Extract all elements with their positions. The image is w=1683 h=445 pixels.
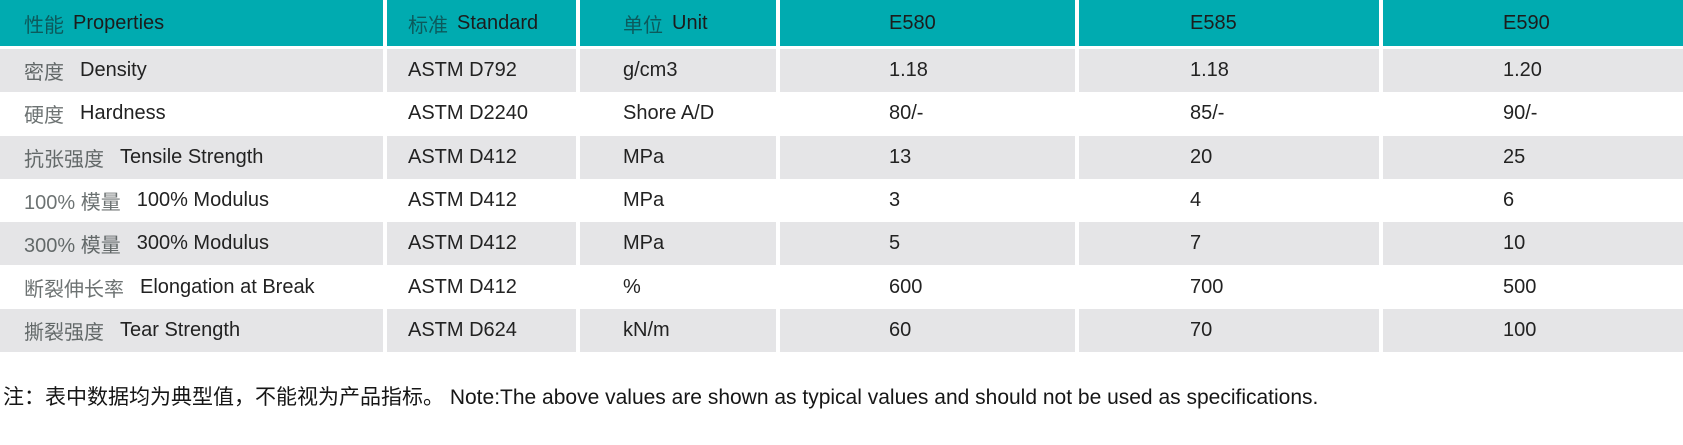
e580-value-cell: 5 [780, 222, 1079, 266]
property-cell: 抗张强度 Tensile Strength [0, 135, 387, 179]
footnote: 注：表中数据均为典型值，不能视为产品指标。 Note:The above val… [3, 386, 1319, 409]
header-cell-e590: E590 [1503, 11, 1550, 34]
e580-value-cell: 600 [780, 265, 1079, 309]
property-cell: 撕裂强度 Tear Strength [0, 308, 387, 353]
property-cn: 抗张强度 [24, 148, 104, 171]
property-cn: 断裂伸长率 [24, 278, 124, 301]
unit-cell: Shore A/D [580, 92, 780, 136]
header-cell-e585: E585 [1079, 0, 1383, 46]
unit-cell: MPa [580, 222, 780, 266]
header-standard-cn: 标准 [408, 14, 448, 37]
e585-value-cell: 1.18 [1079, 49, 1383, 93]
unit-cell: % [580, 265, 780, 309]
e590-value-cell: 100 [1503, 318, 1537, 341]
property-cell: 300% 模量 300% Modulus [0, 222, 387, 266]
unit-cell: MPa [580, 178, 780, 223]
unit-cell: kN/m [580, 308, 780, 353]
header-cell-standard: 标准 Standard [387, 0, 580, 46]
property-cell: 密度 Density [0, 49, 387, 93]
e580-value-cell: 1.18 [780, 49, 1079, 93]
table-row-300-modulus: 300% 模量 300% Modulus ASTM D412 MPa 5 7 1… [0, 222, 1683, 266]
table-row-elongation: 断裂伸长率 Elongation at Break ASTM D412 % 60… [0, 265, 1683, 309]
header-unit-en: Unit [672, 11, 708, 34]
property-en: Elongation at Break [140, 275, 315, 298]
property-en: 100% Modulus [136, 189, 270, 212]
property-en: Density [80, 59, 147, 82]
property-cn: 硬度 [24, 105, 64, 128]
e590-value-cell: 1.20 [1503, 59, 1542, 82]
standard-cell: ASTM D412 [387, 265, 580, 309]
table-row-density: 密度 Density ASTM D792 g/cm3 1.18 1.18 1.2… [0, 49, 1683, 93]
header-standard-en: Standard [457, 11, 539, 34]
e580-value-cell: 60 [780, 308, 1079, 353]
e590-value-cell: 90/- [1503, 102, 1538, 125]
header-unit-cn: 单位 [623, 14, 663, 37]
e590-value-cell: 25 [1503, 145, 1526, 168]
e585-value-cell: 700 [1079, 265, 1383, 309]
properties-table: 性能 Properties 标准 Standard 单位 Unit E580 E… [0, 0, 1683, 353]
e590-value-cell: 10 [1503, 232, 1526, 255]
table-row-100-modulus: 100% 模量 100% Modulus ASTM D412 MPa 3 4 6 [0, 178, 1683, 223]
e585-value-cell: 4 [1079, 178, 1383, 223]
e585-value-cell: 70 [1079, 308, 1383, 353]
e585-value-cell: 85/- [1079, 92, 1383, 136]
standard-cell: ASTM D412 [387, 222, 580, 266]
table-header-row: 性能 Properties 标准 Standard 单位 Unit E580 E… [0, 0, 1683, 46]
standard-cell: ASTM D412 [387, 135, 580, 179]
property-cell: 断裂伸长率 Elongation at Break [0, 265, 387, 309]
table-row-tear-strength: 撕裂强度 Tear Strength ASTM D624 kN/m 60 70 … [0, 308, 1683, 353]
property-en: 300% Modulus [136, 232, 270, 255]
property-en: Tear Strength [120, 318, 241, 341]
standard-cell: ASTM D2240 [387, 92, 580, 136]
standard-cell: ASTM D792 [387, 49, 580, 93]
unit-cell: g/cm3 [580, 49, 780, 93]
e590-value-cell: 6 [1503, 189, 1515, 212]
unit-cell: MPa [580, 135, 780, 179]
e585-value-cell: 20 [1079, 135, 1383, 179]
property-en: Tensile Strength [120, 145, 264, 168]
header-cell-unit: 单位 Unit [580, 0, 780, 46]
standard-cell: ASTM D412 [387, 178, 580, 223]
table-row-hardness: 硬度 Hardness ASTM D2240 Shore A/D 80/- 85… [0, 92, 1683, 136]
property-cn: 300% 模量 [24, 235, 121, 258]
header-properties-cn: 性能 [24, 14, 64, 37]
property-cell: 100% 模量 100% Modulus [0, 178, 387, 223]
e585-value-cell: 7 [1079, 222, 1383, 266]
property-cn: 撕裂强度 [24, 321, 104, 344]
property-cn: 密度 [24, 62, 64, 85]
property-cell: 硬度 Hardness [0, 92, 387, 136]
table-row-tensile-strength: 抗张强度 Tensile Strength ASTM D412 MPa 13 2… [0, 135, 1683, 179]
property-cn: 100% 模量 [24, 192, 121, 215]
e580-value-cell: 13 [780, 135, 1079, 179]
standard-cell: ASTM D624 [387, 308, 580, 353]
header-cell-properties: 性能 Properties [0, 0, 387, 46]
e590-value-cell: 500 [1503, 275, 1537, 298]
e580-value-cell: 3 [780, 178, 1079, 223]
header-cell-e580: E580 [780, 0, 1079, 46]
header-properties-en: Properties [73, 11, 165, 34]
e580-value-cell: 80/- [780, 92, 1079, 136]
property-en: Hardness [80, 102, 166, 125]
